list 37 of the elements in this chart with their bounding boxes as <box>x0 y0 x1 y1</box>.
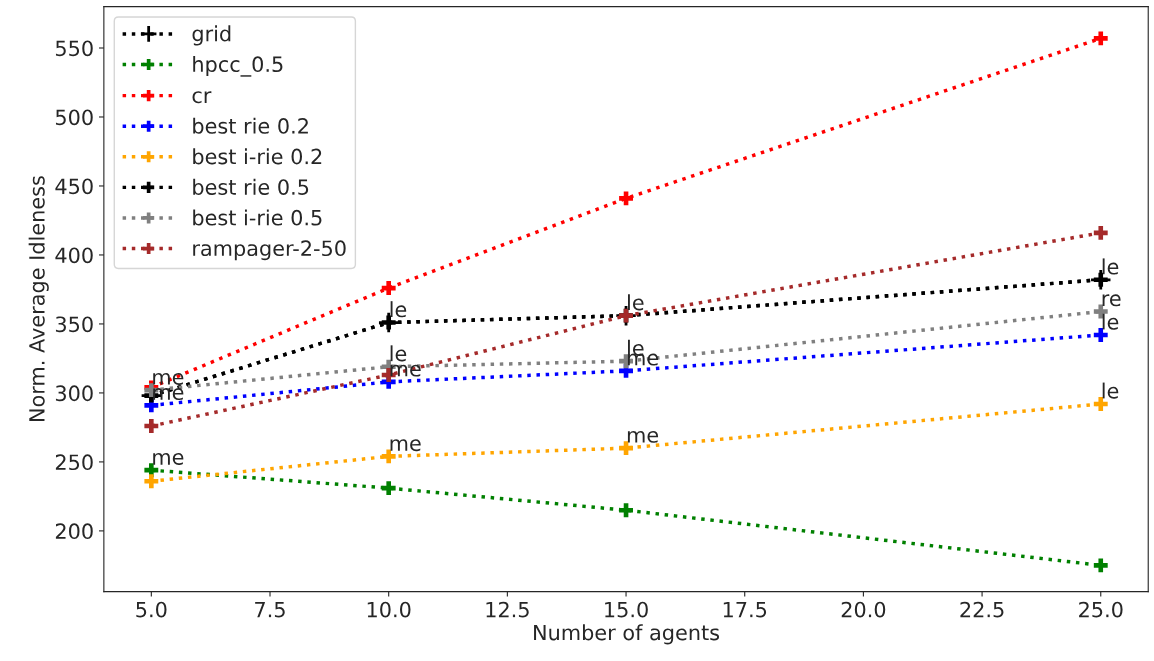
legend-label: best i-rie 0.5 <box>193 209 322 226</box>
y-tick-label: 400 <box>55 247 93 264</box>
y-tick-label: 200 <box>55 523 93 540</box>
y-tick-label: 300 <box>55 385 93 402</box>
annotation: le <box>1102 313 1119 330</box>
annotation: le <box>628 294 644 311</box>
y-tick-label: 450 <box>55 178 93 195</box>
annotation: le <box>1102 382 1119 399</box>
x-tick-label: 22.5 <box>960 601 1004 618</box>
y-axis-title: Norm. Average Idleness <box>28 176 49 422</box>
x-tick-label: 12.5 <box>486 601 529 618</box>
x-tick-label: 20.0 <box>841 601 886 618</box>
x-tick-label: 10.0 <box>367 601 411 618</box>
legend-label: best i-rie 0.2 <box>193 148 322 165</box>
annotation: le <box>390 345 407 362</box>
y-tick-label: 550 <box>55 40 93 57</box>
y-tick-label: 250 <box>55 454 93 471</box>
x-tick-label: 15.0 <box>605 601 648 618</box>
annotation: le <box>390 301 407 318</box>
y-tick-label: 500 <box>55 109 93 126</box>
x-axis-title: Number of agents <box>534 624 720 645</box>
legend-label: best rie 0.2 <box>193 117 308 134</box>
x-tick-label: 7.5 <box>255 601 285 618</box>
legend-label: grid <box>192 25 231 46</box>
annotation: me <box>627 430 659 443</box>
annotation: re <box>1102 294 1121 307</box>
legend-label: rampager-2-50 <box>193 240 346 261</box>
y-tick-label: 350 <box>55 316 93 333</box>
x-tick-label: 25.0 <box>1079 601 1123 618</box>
legend-label: cr <box>192 91 212 104</box>
x-tick-label: 5.0 <box>136 601 167 618</box>
x-tick-label: 17.5 <box>723 601 767 618</box>
annotation: me <box>153 452 184 465</box>
annotation: le <box>1102 258 1119 275</box>
legend-label: best rie 0.5 <box>193 178 309 195</box>
annotation: me <box>390 439 421 452</box>
legend-label: hpcc_0.5 <box>193 55 283 77</box>
